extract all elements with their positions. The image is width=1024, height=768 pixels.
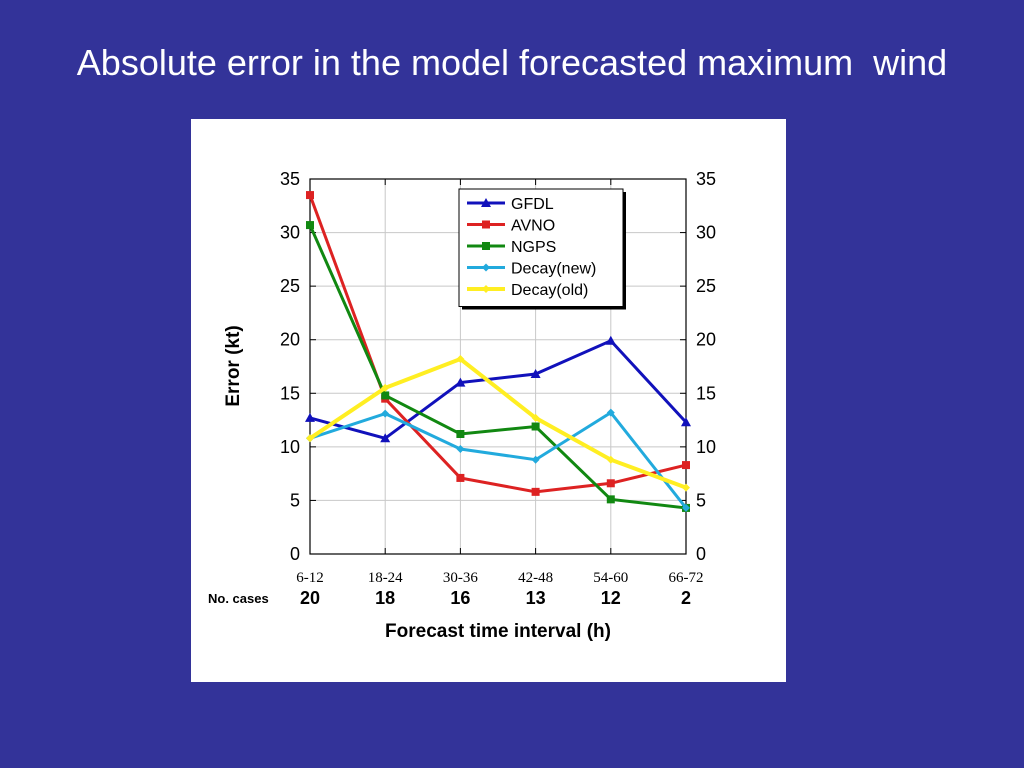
y-tick-label-left: 30 [280, 223, 300, 243]
axis-ticks: 0 0 5 5 10 10 15 15 20 20 25 25 30 30 35 35 6-12 20 18-24 1… [280, 169, 716, 608]
data-point [380, 433, 391, 443]
legend-entry: GFDL [511, 196, 554, 213]
x-category-label: 18-24 [368, 570, 403, 586]
data-point [305, 412, 315, 422]
error-line-chart: 0 0 5 5 10 10 15 15 20 20 25 25 30 30 35 35 6-12 20 18-24 1… [208, 169, 716, 642]
legend-entry: Decay(new) [511, 261, 596, 278]
y-tick-label-left: 10 [280, 437, 300, 457]
x-category-label: 66-72 [669, 570, 704, 586]
y-tick-label-left: 5 [290, 490, 300, 510]
no-cases-label: No. cases [208, 591, 269, 606]
y-tick-label-right: 20 [696, 330, 716, 350]
slide-title: Absolute error in the model forecasted m… [76, 42, 948, 83]
legend-entry: NGPS [511, 239, 556, 256]
data-point [531, 455, 540, 464]
x-category-label: 30-36 [443, 570, 478, 586]
data-point [682, 483, 690, 492]
y-tick-label-left: 15 [280, 383, 300, 403]
data-point [481, 198, 491, 207]
series-line [308, 224, 687, 510]
series-line [308, 356, 687, 490]
data-point [306, 434, 314, 443]
no-cases-value: 16 [450, 588, 470, 608]
data-point [455, 377, 466, 387]
data-point [531, 422, 540, 431]
data-point [381, 383, 390, 392]
y-tick-label-left: 35 [280, 169, 300, 189]
x-category-label: 54-60 [593, 570, 628, 586]
no-cases-value: 13 [526, 588, 546, 608]
data-point [605, 335, 616, 345]
y-tick-label-right: 5 [696, 490, 706, 510]
legend-entry: Decay(old) [511, 282, 588, 299]
data-point [682, 461, 690, 470]
series-gfdl [305, 335, 691, 443]
series-decay-new- [306, 408, 690, 512]
axis-labels: Error (kt) Forecast time interval (h) No… [208, 325, 611, 642]
data-point [306, 221, 314, 230]
data-point [456, 473, 465, 482]
y-axis-label: Error (kt) [223, 325, 244, 406]
data-point [531, 413, 540, 422]
no-cases-value: 12 [601, 588, 621, 608]
x-axis-label: Forecast time interval (h) [385, 621, 611, 642]
data-point [530, 369, 541, 378]
no-cases-value: 20 [300, 588, 320, 608]
data-point [456, 445, 465, 453]
data-point [456, 430, 465, 438]
y-tick-label-right: 15 [696, 383, 716, 403]
no-cases-value: 18 [375, 588, 395, 608]
plot-border [309, 178, 687, 555]
series-decay-old- [306, 355, 690, 492]
data-point [306, 191, 314, 200]
data-point [482, 285, 490, 293]
data-point [482, 242, 490, 250]
x-category-label: 6-12 [296, 570, 324, 586]
x-category-label: 42-48 [518, 570, 553, 586]
data-series [305, 191, 691, 512]
data-point [482, 220, 490, 229]
y-tick-label-left: 25 [280, 276, 300, 296]
y-tick-label-right: 10 [696, 437, 716, 457]
y-tick-label-right: 30 [696, 223, 716, 243]
data-point [456, 355, 465, 363]
chart-panel: 0 0 5 5 10 10 15 15 20 20 25 25 30 30 35 35 6-12 20 18-24 1… [191, 119, 786, 682]
plot-frame [309, 178, 687, 555]
data-point [531, 487, 540, 496]
data-point [606, 455, 615, 464]
legend-entry: AVNO [511, 218, 555, 235]
y-tick-label-left: 0 [290, 544, 300, 564]
series-line [309, 410, 688, 509]
no-cases-value: 2 [681, 588, 691, 608]
y-tick-label-right: 25 [696, 276, 716, 296]
data-point [381, 391, 390, 400]
data-point [482, 263, 490, 272]
y-tick-label-left: 20 [280, 330, 300, 350]
data-point [606, 408, 615, 417]
data-point [606, 479, 615, 488]
y-tick-label-right: 35 [696, 169, 716, 189]
chart-legend: GFDL AVNO NGPS Decay(new) Decay(old) [458, 188, 626, 310]
data-point [381, 409, 390, 418]
data-point [681, 417, 691, 427]
y-tick-label-right: 0 [696, 544, 706, 564]
data-point [606, 495, 615, 504]
series-line [309, 338, 688, 440]
data-point [682, 503, 690, 512]
